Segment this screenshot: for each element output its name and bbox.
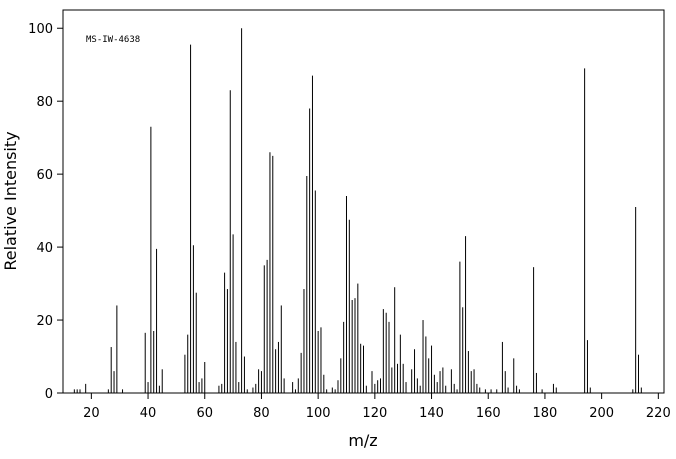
y-tick-label: 40 [36,241,53,256]
x-tick-label: 60 [196,406,213,421]
x-tick-label: 160 [476,406,501,421]
y-tick-label: 60 [36,168,53,183]
x-tick-label: 180 [533,406,558,421]
x-tick-label: 100 [306,406,331,421]
plot-frame [62,9,665,394]
annotation: MS-IW-4638 [86,35,140,45]
x-tick-label: 120 [362,406,387,421]
x-axis-label: m/z [348,431,377,450]
y-tick-label: 80 [36,95,53,110]
y-tick-label: 100 [28,22,53,37]
y-axis-label: Relative Intensity [1,131,20,270]
x-tick-label: 200 [589,406,614,421]
x-tick-label: 140 [419,406,444,421]
x-tick-label: 80 [253,406,270,421]
x-tick-label: 20 [83,406,100,421]
y-tick-label: 20 [36,314,53,329]
y-tick-label: 0 [45,387,53,402]
x-tick-label: 40 [140,406,157,421]
x-tick-label: 220 [646,406,671,421]
